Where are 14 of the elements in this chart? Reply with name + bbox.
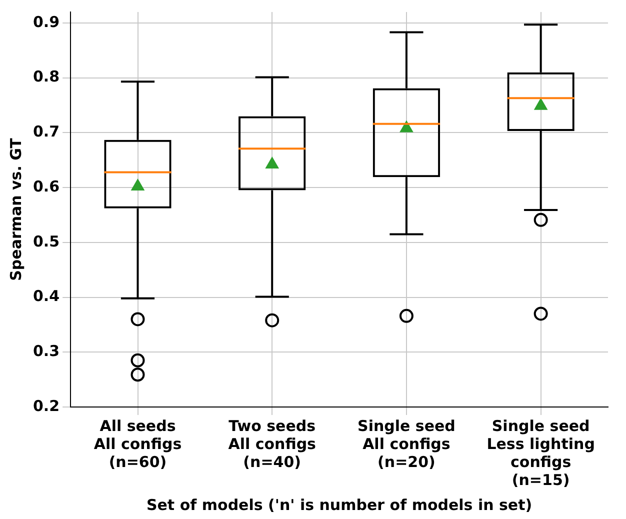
x-tick-label: All seeds All configs (n=60): [94, 416, 182, 471]
y-tick-label: 0.5: [32, 232, 60, 250]
y-tick-label: 0.7: [32, 122, 60, 141]
y-tick-label: 0.2: [32, 396, 60, 415]
y-tick-label: 0.4: [32, 287, 60, 306]
x-tick-label: Two seeds All configs (n=40): [228, 416, 316, 471]
y-tick-label: 0.6: [32, 177, 60, 196]
y-axis-title: Spearman vs. GT: [6, 137, 25, 281]
x-tick-label: Single seed Less lighting configs (n=15): [486, 416, 595, 489]
y-tick-label: 0.3: [32, 342, 60, 360]
x-axis-title: Set of models ('n' is number of models in set): [146, 496, 532, 514]
y-tick-label: 0.9: [32, 12, 60, 31]
y-tick-label: 0.8: [32, 68, 60, 86]
x-tick-label: Single seed All configs (n=20): [358, 416, 456, 471]
